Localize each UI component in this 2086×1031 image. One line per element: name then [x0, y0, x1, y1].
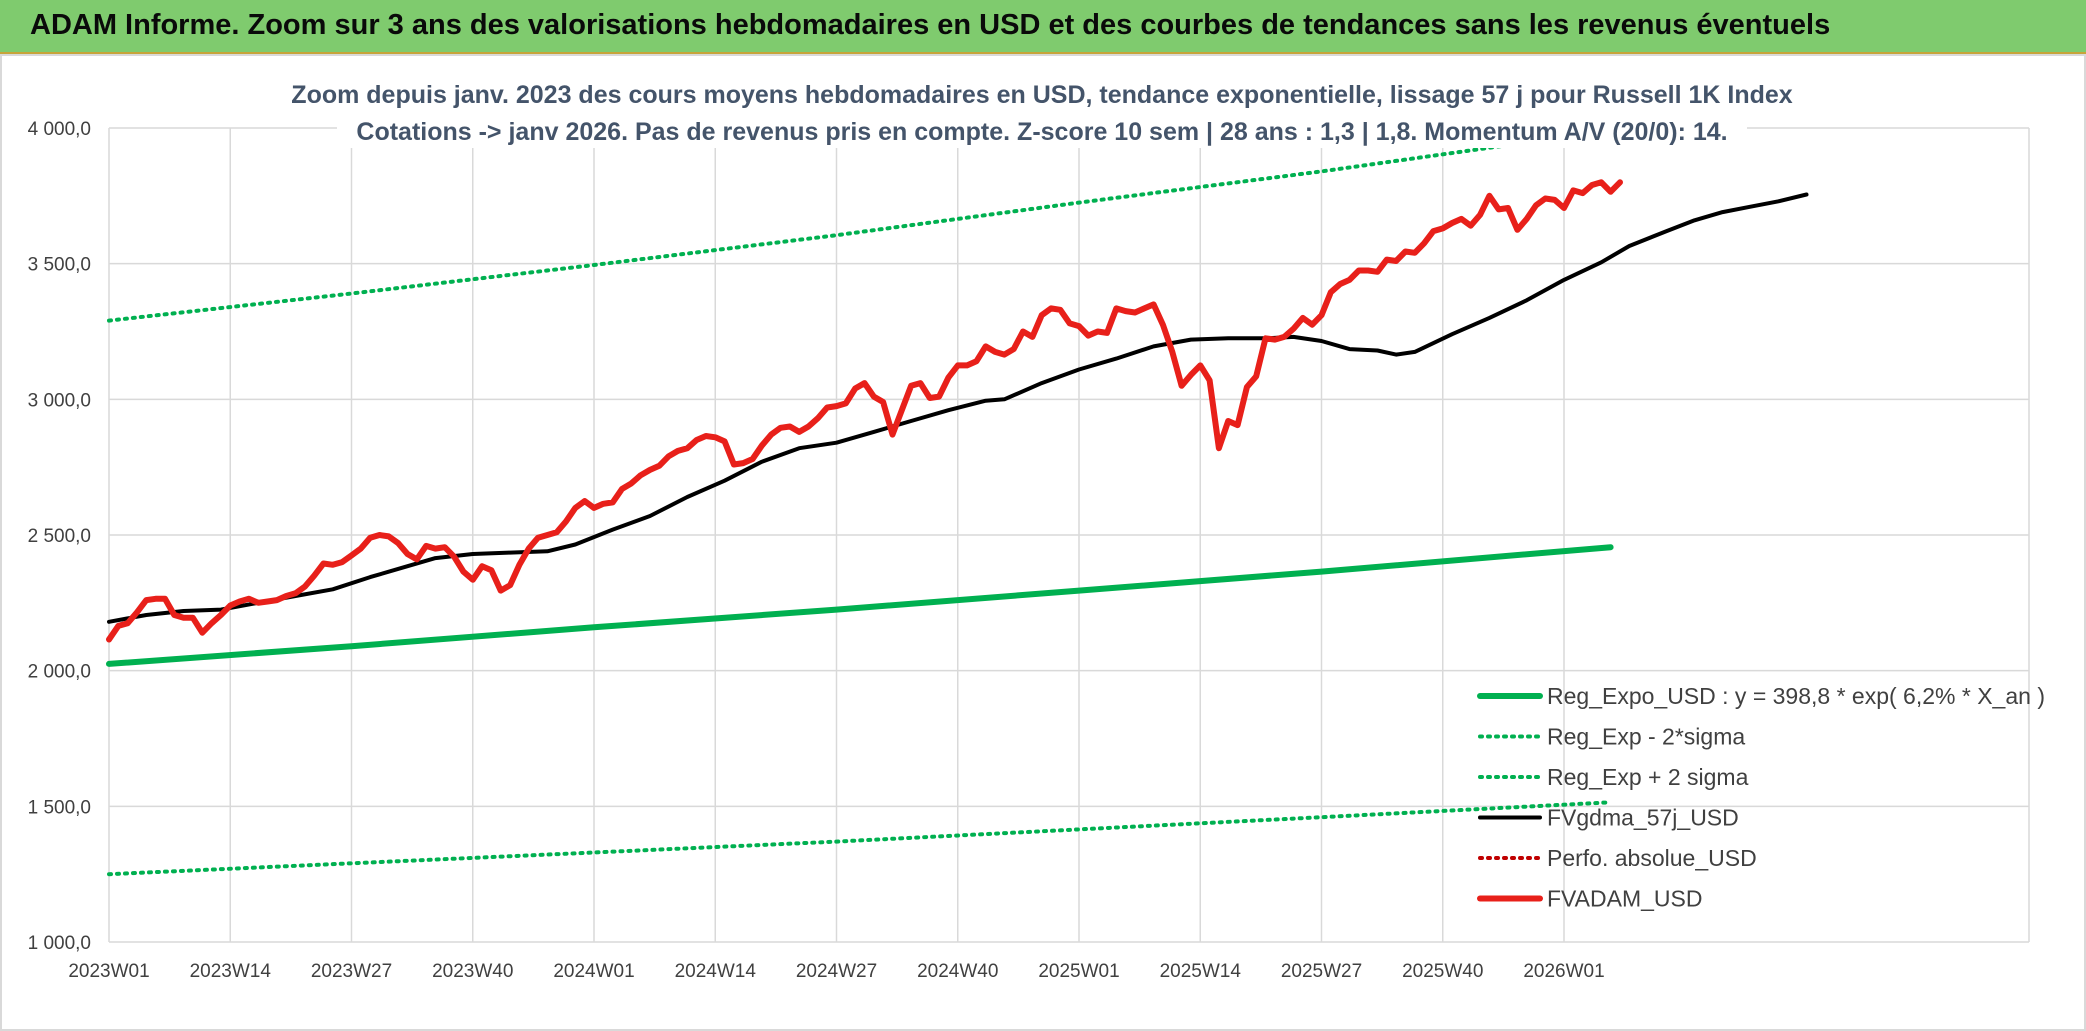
chart-subtitle: Zoom depuis janv. 2023 des cours moyens …: [291, 64, 1793, 148]
y-tick-label: 3 500,0: [28, 255, 91, 276]
legend-label: Reg_Exp - 2*sigma: [1547, 724, 1745, 750]
legend-label: Reg_Exp + 2 sigma: [1547, 764, 1749, 790]
x-tick-label: 2025W01: [1038, 961, 1119, 982]
y-tick-label: 1 500,0: [28, 797, 91, 818]
y-tick-label: 2 500,0: [28, 526, 91, 547]
y-axis-ticks: 1 000,0 1 500,0 2 000,0 2 500,0 3 000,0 3 500…: [28, 119, 91, 954]
legend-label: FVADAM_USD: [1547, 886, 1703, 912]
series-line-0: [106, 544, 1614, 667]
subtitle-line: Zoom depuis janv. 2023 des cours moyens …: [291, 81, 1793, 109]
series-layer: [106, 128, 1809, 877]
legend-label: Perfo. absolue_USD: [1547, 845, 1757, 871]
x-tick-label: 2024W27: [796, 961, 877, 982]
y-tick-label: 2 000,0: [28, 662, 91, 683]
legend-label: Reg_Expo_USD : y = 398,8 * exp( 6,2% * X…: [1547, 683, 2045, 709]
x-tick-label: 2025W40: [1402, 961, 1483, 982]
series-line-2: [107, 128, 1613, 323]
subtitle-line: Cotations -> janv 2026. Pas de revenus p…: [356, 118, 1727, 146]
x-tick-label: 2023W27: [311, 961, 392, 982]
x-tick-label: 2023W40: [432, 961, 513, 982]
chart-frame: 1 000,0 1 500,0 2 000,0 2 500,0 3 000,0 3 500…: [0, 54, 2086, 1031]
x-tick-label: 2023W01: [68, 961, 149, 982]
page-title: ADAM Informe. Zoom sur 3 ans des valoris…: [30, 9, 1831, 41]
x-tick-label: 2025W27: [1281, 961, 1362, 982]
title-banner: ADAM Informe. Zoom sur 3 ans des valoris…: [0, 0, 2086, 54]
x-axis-ticks: 2023W01 2023W14 2023W27 2023W40 2024W01 2024W…: [68, 961, 1604, 982]
series-line-5: [106, 179, 1623, 643]
x-tick-label: 2024W01: [553, 961, 634, 982]
series-line-3: [107, 192, 1809, 624]
gridlines: [108, 127, 2030, 943]
chart-legend: Reg_Expo_USD : y = 398,8 * exp( 6,2% * X…: [1477, 683, 2045, 912]
x-tick-label: 2024W14: [675, 961, 757, 982]
series-line-1: [107, 800, 1613, 877]
legend-label: FVgdma_57j_USD: [1547, 805, 1739, 831]
y-tick-label: 4 000,0: [28, 119, 91, 140]
x-tick-label: 2023W14: [190, 961, 272, 982]
line-chart: 1 000,0 1 500,0 2 000,0 2 500,0 3 000,0 3 500…: [28, 64, 2045, 982]
subtitle-background: [337, 64, 1747, 148]
x-tick-label: 2025W14: [1160, 961, 1242, 982]
x-tick-label: 2026W01: [1523, 961, 1604, 982]
y-tick-label: 3 000,0: [28, 390, 91, 411]
y-tick-label: 1 000,0: [28, 933, 91, 954]
x-tick-label: 2024W40: [917, 961, 998, 982]
